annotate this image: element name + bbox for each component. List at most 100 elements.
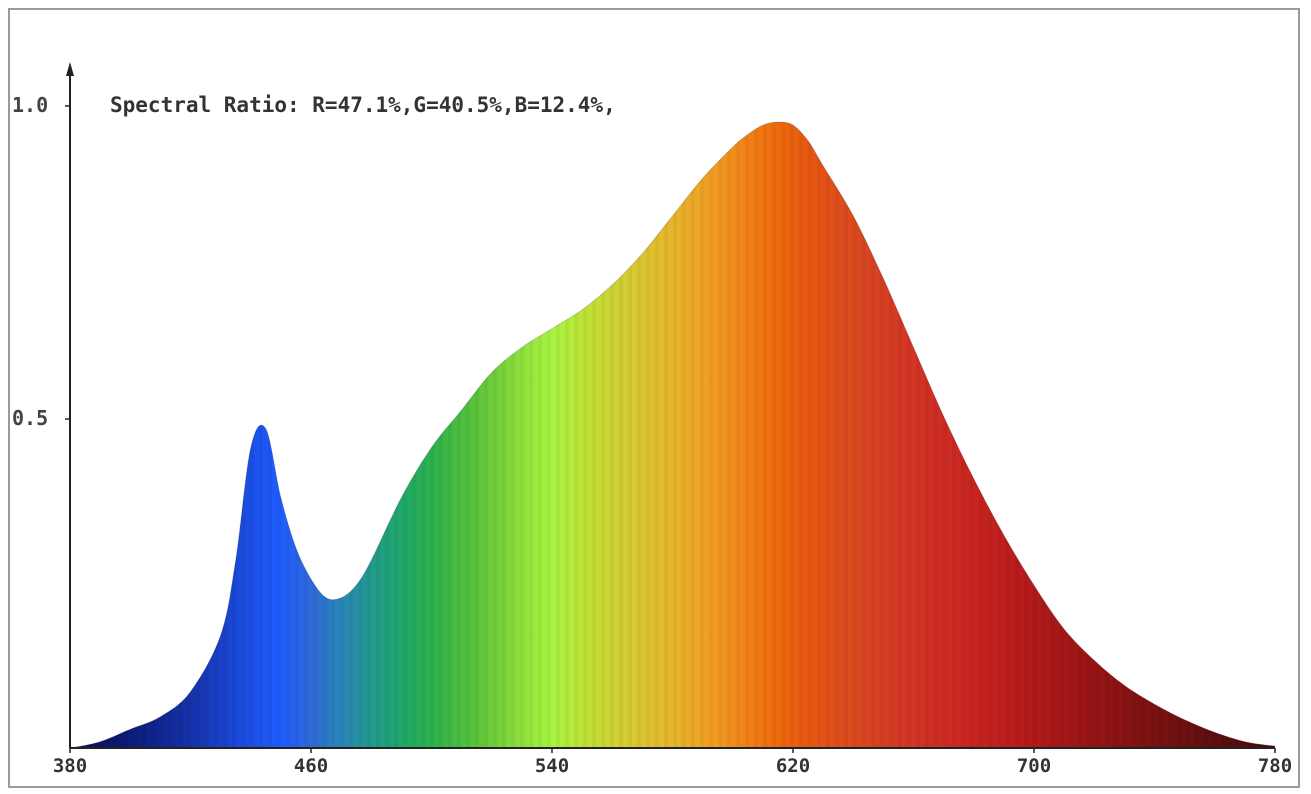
spectrum-stripe [1141,122,1145,748]
spectrum-stripe [970,122,974,748]
spectrum-stripe [403,122,407,748]
spectrum-stripe [385,122,389,748]
spectrum-stripe [943,122,947,748]
spectrum-stripe [223,122,227,748]
spectrum-stripe [916,122,920,748]
spectrum-stripe [1105,122,1109,748]
spectrum-stripe [115,122,119,748]
spectrum-stripe [1186,122,1190,748]
x-tick-label: 620 [776,755,810,777]
spectrum-stripe [709,122,713,748]
spectrum-stripe [952,122,956,748]
spectrum-stripe [502,122,506,748]
spectrum-stripe [1051,122,1055,748]
spectrum-stripe [628,122,632,748]
spectrum-stripe [979,122,983,748]
spectrum-stripe [1132,122,1136,748]
spectrum-stripe [196,122,200,748]
spectrum-stripe [1150,122,1154,748]
spectrum-stripe [1240,122,1244,748]
spectrum-stripe [1258,122,1262,748]
spectrum-stripe [997,122,1001,748]
spectrum-stripe [295,122,299,748]
spectrum-stripe [736,122,740,748]
spectrum-stripe [106,122,110,748]
spectrum-stripe [466,122,470,748]
spectrum-stripe [1096,122,1100,748]
spectrum-stripe [988,122,992,748]
spectrum-curve [69,121,1276,749]
x-tick-label: 540 [535,755,569,777]
spectrum-stripe [1168,122,1172,748]
spectrum-stripe [781,122,785,748]
x-tick-label: 780 [1258,755,1292,777]
spectrum-stripe [1078,122,1082,748]
spectrum-stripe [637,122,641,748]
spectrum-stripe [727,122,731,748]
spectrum-stripe [808,122,812,748]
spectrum-stripe [592,122,596,748]
x-tick-label: 380 [53,755,87,777]
spectrum-stripe [601,122,605,748]
spectrum-stripe [250,122,254,748]
spectrum-stripe [1114,122,1118,748]
spectrum-stripe [484,122,488,748]
spectrum-stripe [97,122,101,748]
spectrum-stripe [1060,122,1064,748]
spectrum-stripe [133,122,137,748]
spectrum-stripe [772,122,776,748]
spectrum-stripe [1024,122,1028,748]
spectrum-stripe [898,122,902,748]
spectrum-stripe [673,122,677,748]
spectrum-stripe [1231,122,1235,748]
x-tick-label: 700 [1017,755,1051,777]
spectrum-stripe [907,122,911,748]
spectrum-stripe [799,122,803,748]
spectrum-stripe [1222,122,1226,748]
spectrum-stripe [187,122,191,748]
spectrum-stripe [358,122,362,748]
spectrum-stripe [700,122,704,748]
y-tick-label: 1.0 [12,93,48,117]
x-ticks: 380 460 540 620 700 780 [53,748,1292,777]
spectrum-stripe [718,122,722,748]
spectrum-stripe [1249,122,1253,748]
spectrum-stripe [862,122,866,748]
spectrum-stripe [1087,122,1091,748]
spectrum-stripe [1069,122,1073,748]
spectrum-stripe [286,122,290,748]
spectrum-stripe [889,122,893,748]
spectrum-stripe [88,122,92,748]
spectrum-stripe [1213,122,1217,748]
spectrum-stripe [376,122,380,748]
spectrum-stripe [448,122,452,748]
spectrum-stripe [511,122,515,748]
spectrum-stripe [754,122,758,748]
spectrum-stripe [664,122,668,748]
y-axis-arrow [66,62,74,76]
spectrum-stripe [556,122,560,748]
spectrum-stripe [151,122,155,748]
spectrum-stripe [304,122,308,748]
plot-area [69,121,1276,749]
spectrum-stripe [871,122,875,748]
spectrum-stripe [439,122,443,748]
spectrum-stripe [610,122,614,748]
spectrum-stripe [430,122,434,748]
spectrum-stripe [538,122,542,748]
spectrum-stripe [529,122,533,748]
spectrum-stripe [142,122,146,748]
spectrum-stripe [340,122,344,748]
spectrum-stripe [691,122,695,748]
spectrum-stripe [1195,122,1199,748]
spectrum-stripe [880,122,884,748]
spectrum-stripe [178,122,182,748]
spectrum-stripe [583,122,587,748]
spectrum-stripe [1006,122,1010,748]
spectrum-stripe [1159,122,1163,748]
spectrum-stripe [421,122,425,748]
spectrum-stripe [169,122,173,748]
spectrum-stripe [349,122,353,748]
spectrum-stripe [655,122,659,748]
